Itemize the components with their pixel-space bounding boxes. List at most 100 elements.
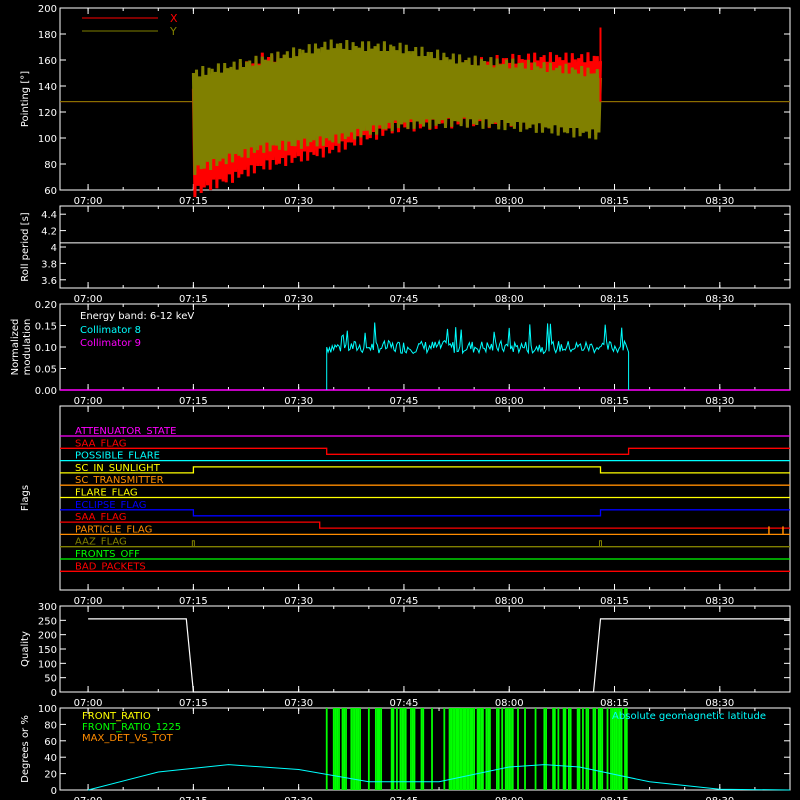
flag-pulse xyxy=(191,540,195,547)
x-tick-label: 08:00 xyxy=(495,698,524,709)
flag-line-sc-in-sunlight xyxy=(60,466,790,474)
x-tick-label: 07:15 xyxy=(179,596,208,607)
y-axis-label: modulation xyxy=(22,319,33,376)
y-tick-label: 100 xyxy=(38,134,57,145)
y-tick-label: 140 xyxy=(38,82,57,93)
y-tick-label: 0 xyxy=(51,688,57,699)
x-tick-label: 07:45 xyxy=(390,596,419,607)
x-tick-label: 07:30 xyxy=(284,698,313,709)
x-tick-label: 07:00 xyxy=(74,396,103,407)
x-tick-label: 08:30 xyxy=(705,796,734,800)
y-tick-label: 0.15 xyxy=(35,322,57,333)
legend-label-collimator-8: Collimator 8 xyxy=(80,325,141,336)
y-tick-label: 50 xyxy=(44,674,57,685)
plot-frame-1 xyxy=(59,205,791,289)
legend-label-X: X xyxy=(170,12,178,25)
flag-pulse xyxy=(598,540,602,547)
legend-label-Y: Y xyxy=(169,25,177,38)
x-tick-label: 07:30 xyxy=(284,396,313,407)
y-tick-label: 100 xyxy=(38,704,57,715)
y-tick-label: 160 xyxy=(38,56,57,67)
x-tick-label: 07:45 xyxy=(390,698,419,709)
x-tick-label: 07:00 xyxy=(74,698,103,709)
x-tick-label: 07:45 xyxy=(390,294,419,305)
x-tick-label: 08:30 xyxy=(705,196,734,207)
x-tick-label: 07:15 xyxy=(179,796,208,800)
y-tick-label: 60 xyxy=(44,737,57,748)
flag-label-eclipse-flag: ECLIPSE_FLAG xyxy=(75,500,146,511)
x-tick-label: 07:00 xyxy=(74,294,103,305)
x-tick-label: 08:15 xyxy=(600,294,629,305)
y-tick-label: 3.8 xyxy=(41,259,57,270)
x-tick-label: 08:15 xyxy=(600,698,629,709)
x-tick-label: 07:30 xyxy=(284,294,313,305)
y-tick-label: 200 xyxy=(38,631,57,642)
y-axis-label: Quality xyxy=(20,631,31,667)
series-line-quality xyxy=(88,618,790,693)
legend-label-max-det-vs-tot: MAX_DET_VS_TOT xyxy=(82,733,174,744)
flag-line-eclipse-flag xyxy=(60,509,790,517)
y-axis-label: Degrees or % xyxy=(20,715,31,783)
x-tick-label: 08:30 xyxy=(705,294,734,305)
x-tick-label: 07:15 xyxy=(179,698,208,709)
y-tick-label: 200 xyxy=(38,4,57,15)
y-tick-label: 0.10 xyxy=(35,343,57,354)
flag-label-particle-flag: PARTICLE_FLAG xyxy=(75,524,152,535)
x-tick-label: 07:30 xyxy=(284,596,313,607)
x-tick-label: 07:45 xyxy=(390,396,419,407)
flag-label-sc-transmitter: SC_TRANSMITTER xyxy=(75,475,164,486)
x-tick-label: 08:30 xyxy=(705,596,734,607)
x-tick-label: 07:00 xyxy=(74,796,103,800)
x-tick-label: 08:00 xyxy=(495,294,524,305)
y-tick-label: 20 xyxy=(44,770,57,781)
x-tick-label: 08:15 xyxy=(600,396,629,407)
flag-label-fronts-off: FRONTS_OFF xyxy=(75,549,140,560)
y-tick-label: 0.05 xyxy=(35,365,57,376)
y-axis-label: Normalized xyxy=(10,319,21,376)
x-tick-label: 08:15 xyxy=(600,596,629,607)
y-tick-label: 0.00 xyxy=(35,386,57,397)
y-tick-label: 3.6 xyxy=(41,276,57,287)
flag-line-saa-flag xyxy=(60,447,790,455)
legend-label-collimator-9: Collimator 9 xyxy=(80,338,141,349)
y-tick-label: 80 xyxy=(44,160,57,171)
x-tick-label: 08:00 xyxy=(495,796,524,800)
x-tick-label: 07:00 xyxy=(74,596,103,607)
legend-label-front-ratio-1225: FRONT_RATIO_1225 xyxy=(82,722,181,733)
y-tick-label: 180 xyxy=(38,30,57,41)
y-tick-label: 300 xyxy=(38,602,57,613)
x-tick-label: 08:15 xyxy=(600,796,629,800)
x-tick-label: 07:15 xyxy=(179,196,208,207)
y-tick-label: 100 xyxy=(38,659,57,670)
x-tick-label: 07:30 xyxy=(284,196,313,207)
flag-label-bad-packets: BAD_PACKETS xyxy=(75,561,146,572)
flag-label-flare-flag: FLARE_FLAG xyxy=(75,488,138,499)
x-tick-label: 07:30 xyxy=(284,796,313,800)
annotation-energy-band: Energy band: 6-12 keV xyxy=(80,311,194,322)
y-tick-label: 0.20 xyxy=(35,300,57,311)
x-tick-label: 08:30 xyxy=(705,698,734,709)
y-tick-label: 120 xyxy=(38,108,57,119)
x-tick-label: 07:45 xyxy=(390,196,419,207)
x-tick-label: 08:15 xyxy=(600,196,629,207)
x-tick-label: 08:00 xyxy=(495,596,524,607)
y-axis-label: Roll period [s] xyxy=(20,212,31,281)
legend-label-geomagnetic-latitude: Absolute geomagnetic latitude xyxy=(612,711,766,722)
x-tick-label: 08:00 xyxy=(495,396,524,407)
y-tick-label: 60 xyxy=(44,186,57,197)
plot-frame-0 xyxy=(59,7,791,191)
y-tick-label: 40 xyxy=(44,753,57,764)
x-tick-label: 07:00 xyxy=(74,196,103,207)
y-tick-label: 4 xyxy=(51,243,57,254)
flag-label-aaz-flag: AAZ_FLAG xyxy=(75,537,127,548)
series-line-collimator-8 xyxy=(326,322,630,390)
y-tick-label: 150 xyxy=(38,645,57,656)
flag-label-attenuator-state: ATTENUATOR_STATE xyxy=(75,426,176,437)
series-line-geomagnetic-latitude xyxy=(87,764,791,791)
y-tick-label: 0 xyxy=(51,786,57,797)
y-axis-label: Flags xyxy=(20,485,31,511)
series-line-Y xyxy=(191,39,602,176)
y-tick-label: 250 xyxy=(38,616,57,627)
y-tick-label: 4.4 xyxy=(41,210,57,221)
